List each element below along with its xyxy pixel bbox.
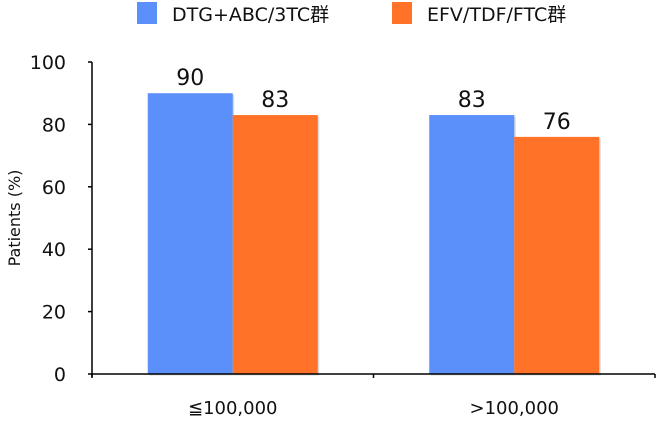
legend-label-2: EFV/TDF/FTC群	[427, 4, 566, 26]
bars: 90 83 83 76	[147, 66, 601, 376]
legend-swatch-2	[392, 2, 412, 24]
y-axis: 0 20 40 60 80 100	[30, 52, 93, 386]
y-tick-label: 40	[42, 239, 66, 261]
data-label: 83	[261, 88, 289, 113]
legend-label-1: DTG+ABC/3TC群	[172, 4, 329, 26]
x-tick-label: ≦100,000	[188, 398, 278, 419]
y-tick-label: 0	[54, 364, 66, 386]
bar-1-2	[429, 115, 515, 374]
x-tick-label: >100,000	[469, 398, 559, 419]
bar-1-1	[147, 93, 233, 374]
x-axis: ≦100,000 >100,000	[91, 373, 656, 419]
legend-swatch-1	[137, 2, 157, 24]
y-tick-label: 80	[42, 114, 66, 136]
data-label: 76	[543, 110, 571, 135]
data-label: 90	[176, 66, 204, 91]
data-label: 83	[458, 88, 486, 113]
legend: DTG+ABC/3TC群 EFV/TDF/FTC群	[137, 2, 566, 26]
bar-2-2	[514, 136, 600, 374]
y-tick-label: 20	[42, 302, 66, 324]
y-tick-label: 100	[30, 52, 66, 74]
y-tick-label: 60	[42, 177, 66, 199]
y-axis-label: Patients (%)	[5, 170, 24, 267]
bar-2-1	[232, 115, 318, 374]
